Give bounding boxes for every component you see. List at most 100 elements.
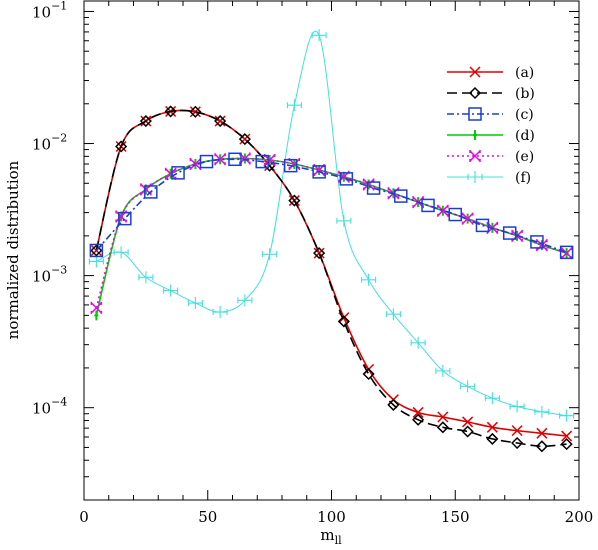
- legend-e-point: [469, 150, 481, 162]
- series-c-point: [448, 207, 462, 222]
- series-b-point: [214, 114, 227, 128]
- series-b-point: [362, 367, 375, 381]
- series-f: [88, 29, 575, 422]
- series-c-point: [228, 152, 242, 167]
- series-f-point: [361, 273, 377, 286]
- legend-a: (a): [447, 65, 534, 81]
- series-f-point: [237, 294, 253, 307]
- legend-a-point: [469, 66, 481, 78]
- ticks: [83, 1, 580, 501]
- y-tick-label-exponent: −2: [51, 132, 67, 145]
- legend-b-point: [468, 86, 482, 100]
- y-tick-label: 10−1: [32, 0, 67, 21]
- series-f-line: [96, 30, 567, 417]
- legend-d: (d): [447, 128, 535, 144]
- series-d-line: [95, 157, 567, 316]
- series-b-point: [288, 194, 301, 207]
- y-tick-label-base: 10: [32, 3, 51, 21]
- y-tick-label-base: 10: [32, 268, 51, 286]
- x-tick-label: 150: [441, 508, 470, 526]
- series-b-point: [115, 140, 128, 153]
- series-c-point: [530, 235, 544, 249]
- series-e-point: [362, 178, 375, 191]
- series-f-point: [435, 364, 451, 377]
- series-b-point: [511, 436, 524, 450]
- series-e-point: [164, 167, 177, 180]
- plot-frame: [83, 0, 580, 501]
- series-e-point: [214, 153, 226, 166]
- legend-b: (b): [447, 86, 535, 102]
- series-d-point: [94, 310, 99, 321]
- series-e-point: [536, 239, 548, 252]
- legend-c: (c): [447, 107, 534, 123]
- series-b-point: [90, 244, 103, 257]
- series-b-line: [95, 109, 567, 448]
- y-tick-label-exponent: −3: [51, 264, 67, 277]
- series-e-point: [461, 212, 474, 225]
- series-c-point: [366, 181, 381, 195]
- x-tick-label: 100: [317, 508, 346, 526]
- series-a-point: [313, 247, 325, 259]
- legend-f-label: (f): [515, 170, 531, 186]
- series-f-point: [534, 405, 550, 418]
- series-c: [89, 152, 574, 260]
- x-tick-label: 50: [198, 508, 217, 526]
- y-tick-label: 10−2: [32, 132, 67, 154]
- legend-c-label: (c): [515, 107, 534, 123]
- series-b-point: [238, 133, 251, 146]
- series-f-point: [336, 214, 352, 227]
- y-tick-label-exponent: −4: [51, 396, 67, 409]
- series-b: [90, 105, 573, 453]
- series-c-point: [475, 218, 490, 233]
- series-f-point: [262, 248, 278, 261]
- series-f-point: [286, 99, 302, 112]
- y-tick-label-base: 10: [32, 136, 51, 154]
- series-b-point: [164, 105, 177, 118]
- x-axis-label-sub: ll: [335, 534, 343, 547]
- series-a-point: [561, 430, 573, 442]
- series-b-point: [486, 432, 499, 445]
- legend-d-point: [473, 130, 477, 140]
- series-a: [90, 105, 573, 442]
- y-tick-label: 10−3: [32, 264, 67, 286]
- series-c-point: [502, 226, 517, 240]
- series-f-point: [212, 306, 228, 319]
- series-f-point: [138, 271, 154, 284]
- x-tick-label: 0: [79, 508, 89, 526]
- series-c-point: [255, 154, 269, 169]
- series-e-point: [560, 247, 573, 260]
- legend-d-label: (d): [515, 128, 535, 144]
- series-c-point: [89, 243, 104, 258]
- series-a-point: [214, 115, 226, 127]
- series-c-point: [421, 198, 435, 213]
- series-c-point: [171, 166, 185, 180]
- series-c-point: [559, 245, 574, 260]
- legend: (a) (b) (c) (d) (e) (f): [447, 65, 535, 186]
- series-f-point: [163, 284, 179, 297]
- series-f-point: [559, 409, 575, 422]
- series-a-point: [412, 406, 424, 418]
- series-e-point: [239, 152, 251, 165]
- series-f-point: [460, 380, 476, 393]
- series-b-point: [313, 247, 326, 260]
- series-c-point: [312, 165, 326, 179]
- series-e-point: [90, 301, 103, 314]
- legend-f-point: [467, 171, 483, 183]
- y-axis-label: normalized distribution: [4, 160, 22, 339]
- legend-c-point: [468, 107, 482, 121]
- series-f-point: [311, 29, 327, 42]
- series-b-point: [461, 425, 474, 438]
- series-c-point: [394, 189, 408, 203]
- series-f-point: [410, 336, 426, 349]
- series-c-point: [339, 172, 354, 186]
- series-c-point: [283, 158, 298, 173]
- series-b-point: [189, 105, 202, 118]
- legend-e-label: (e): [515, 149, 534, 165]
- series-a-point: [536, 427, 548, 439]
- y-tick-label-exponent: −1: [51, 0, 67, 12]
- legend-b-label: (b): [515, 86, 535, 102]
- series-f-point: [385, 308, 401, 321]
- series-b-point: [436, 421, 449, 434]
